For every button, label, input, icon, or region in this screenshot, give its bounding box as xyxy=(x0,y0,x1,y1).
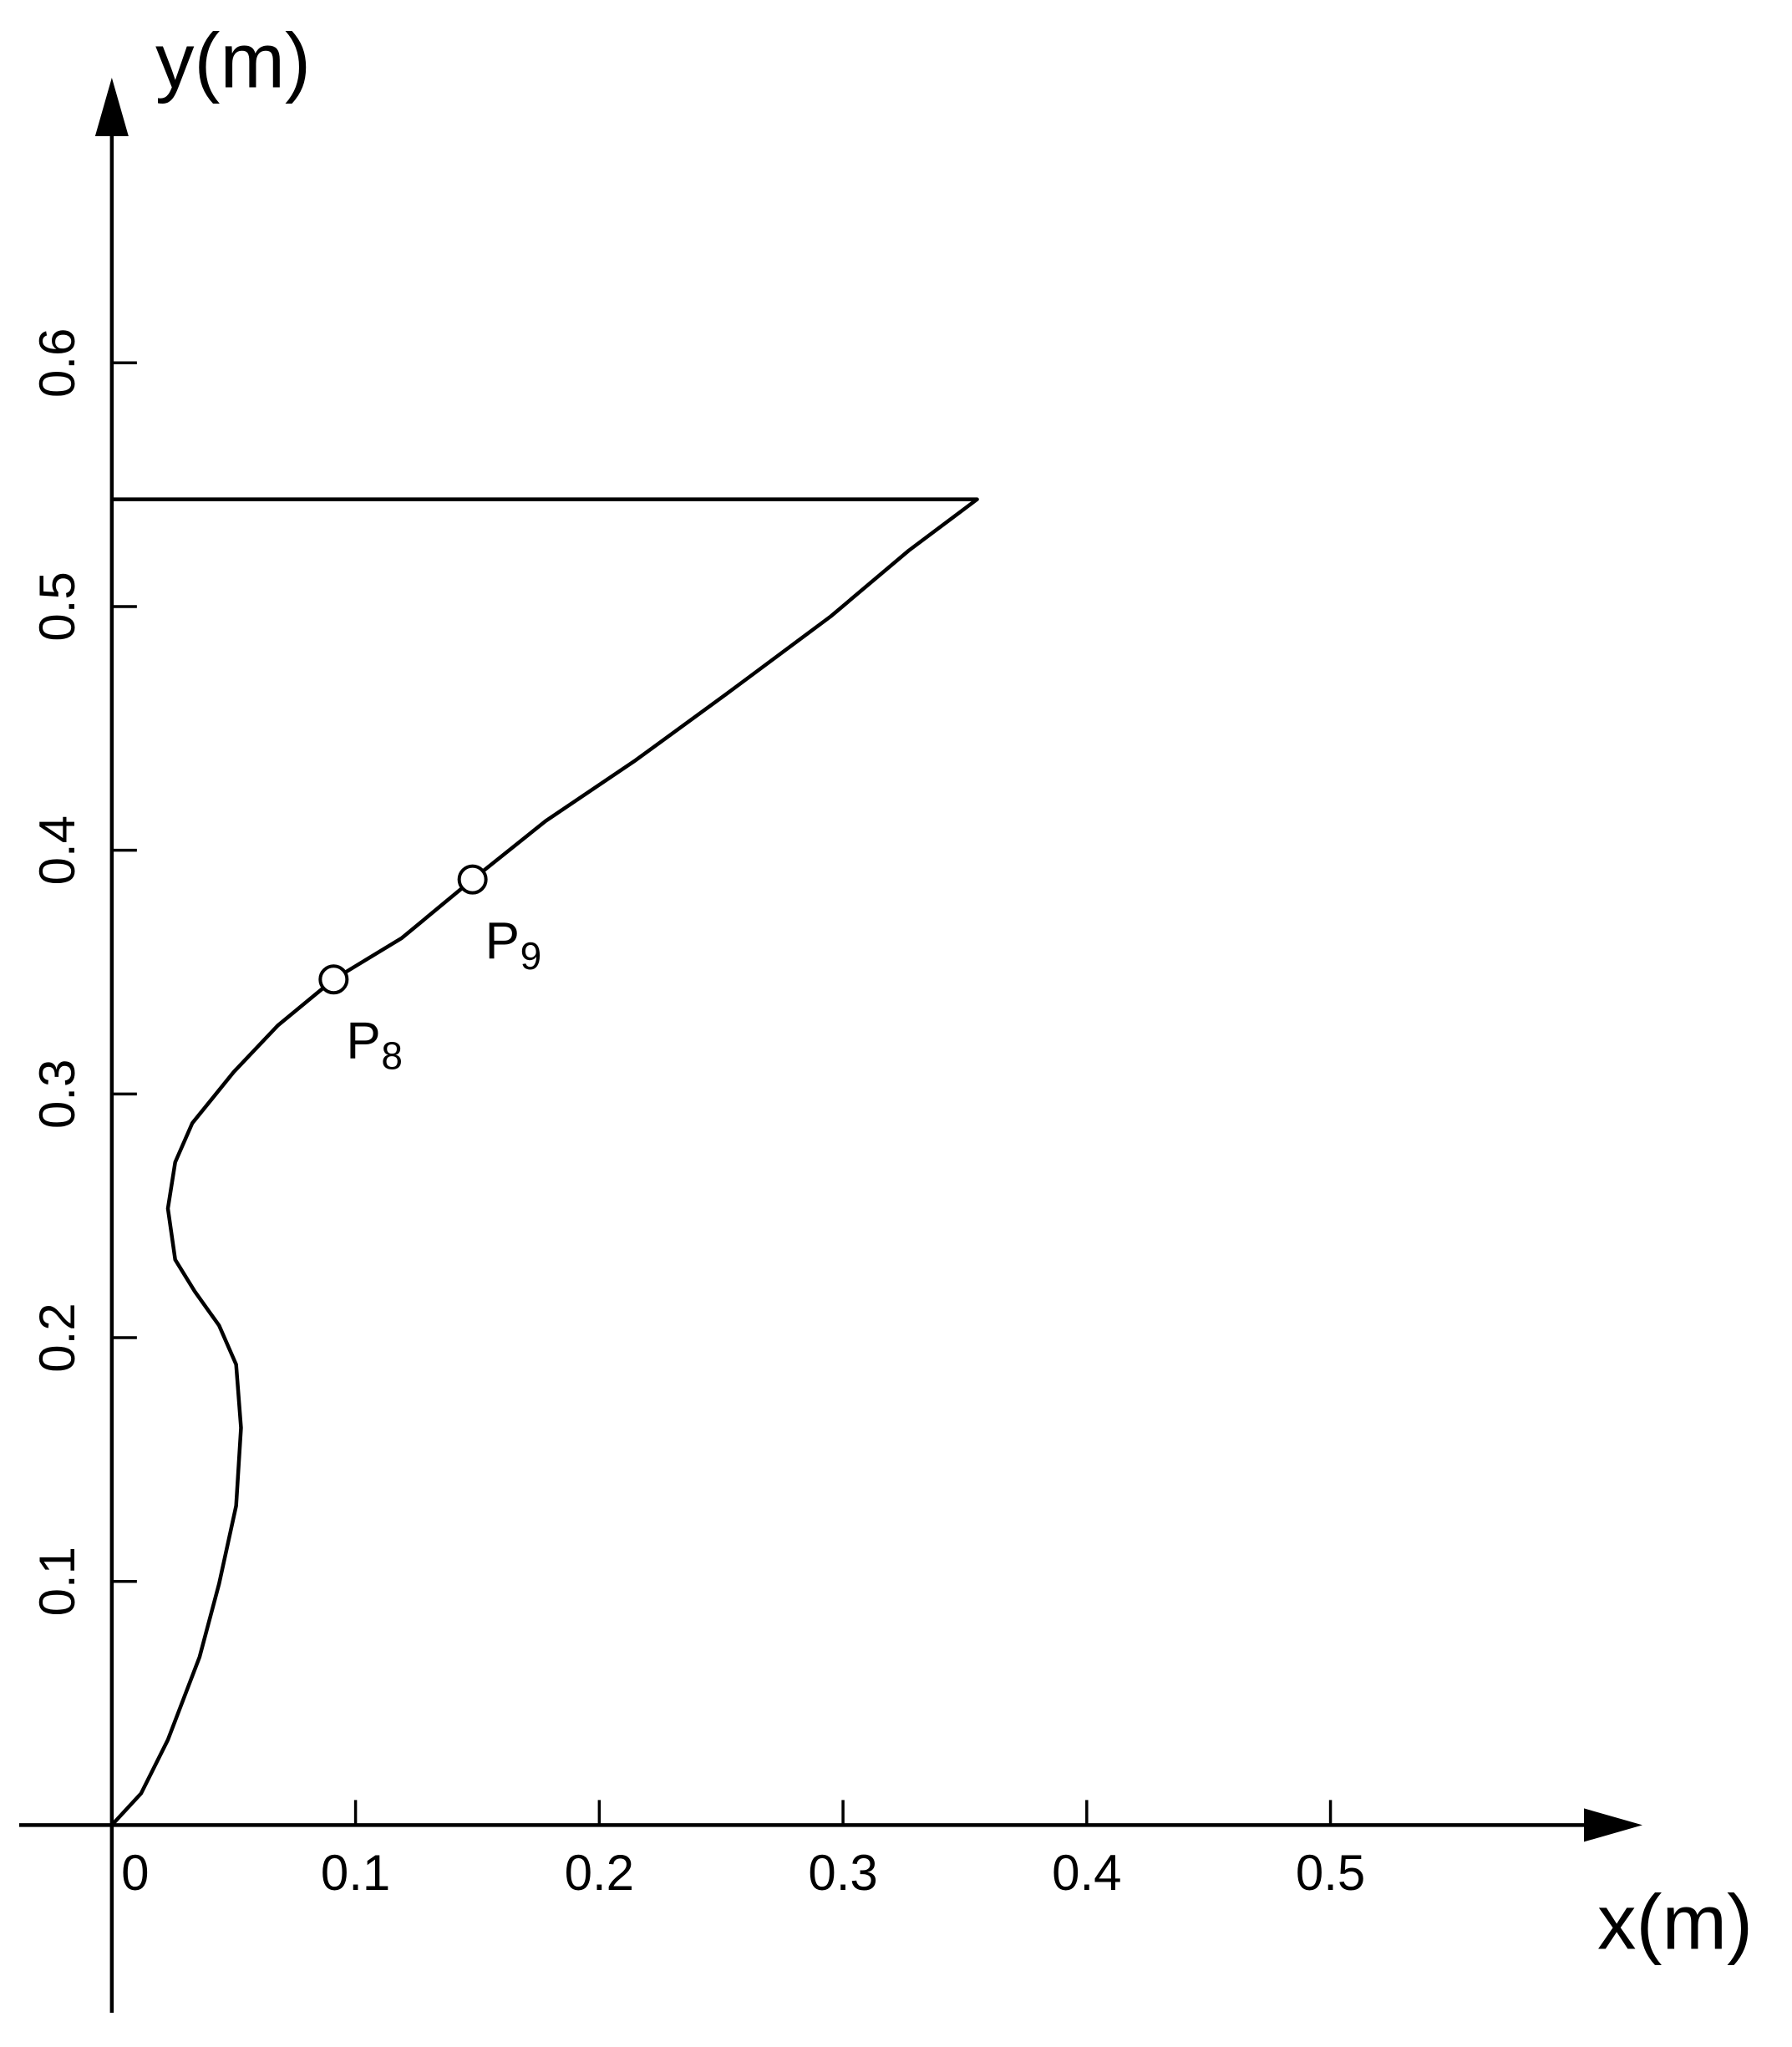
y-axis-arrow xyxy=(94,78,129,136)
y-tick-label: 0.4 xyxy=(29,815,85,885)
y-tick-label: 0.3 xyxy=(29,1059,85,1129)
x-tick-label: 0 xyxy=(121,1845,149,1901)
y-axis-label: y(m) xyxy=(155,18,311,104)
point-marker xyxy=(457,864,488,895)
annotation-label: P xyxy=(346,1013,380,1070)
annotation-subscript: 8 xyxy=(381,1034,403,1077)
y-tick-label: 0.2 xyxy=(29,1303,85,1372)
y-tick-label: 0.1 xyxy=(29,1547,85,1616)
data-line xyxy=(110,497,979,1826)
y-tick-label: 0.6 xyxy=(29,328,85,398)
x-axis-arrow xyxy=(1584,1808,1642,1842)
annotation-label: P xyxy=(485,912,520,970)
y-tick-label: 0.5 xyxy=(29,571,85,641)
x-tick-label: 0.1 xyxy=(321,1845,390,1901)
x-tick-label: 0.3 xyxy=(808,1845,877,1901)
x-tick-label: 0.4 xyxy=(1052,1845,1121,1901)
x-tick-label: 0.2 xyxy=(565,1845,634,1901)
point-marker xyxy=(318,964,349,995)
x-tick-label: 0.5 xyxy=(1296,1845,1365,1901)
annotation-subscript: 9 xyxy=(520,934,542,978)
x-axis-label: x(m) xyxy=(1597,1879,1753,1966)
